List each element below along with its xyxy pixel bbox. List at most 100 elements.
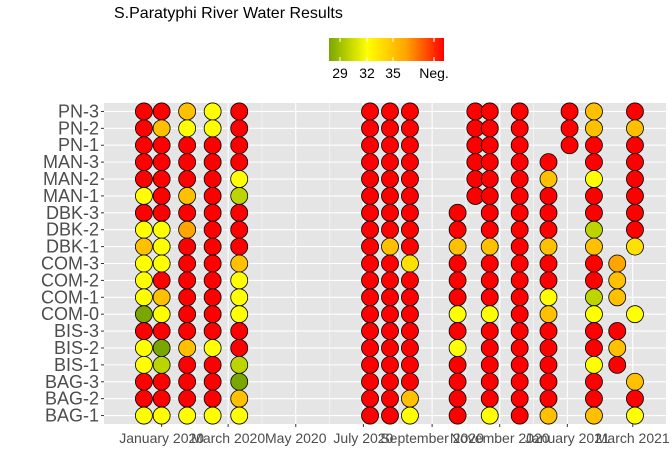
data-point [152, 153, 171, 172]
data-point [539, 187, 558, 205]
data-point [135, 271, 153, 290]
x-tick-label: November 2020 [450, 430, 550, 446]
data-point [178, 271, 197, 290]
data-point [539, 372, 558, 391]
data-point [230, 136, 249, 155]
data-point [152, 305, 171, 324]
data-point [401, 203, 419, 222]
data-point [539, 170, 558, 188]
data-point [152, 339, 171, 357]
data-point [448, 355, 467, 374]
data-point [585, 187, 603, 205]
data-point [448, 288, 467, 307]
data-point [178, 389, 197, 408]
data-point [448, 237, 467, 256]
data-point [178, 406, 197, 425]
legend-label: 29 [332, 65, 348, 81]
data-point [152, 136, 171, 155]
data-point [401, 372, 419, 391]
data-point [448, 389, 467, 408]
data-point [203, 288, 222, 307]
data-point [135, 389, 153, 408]
data-point [361, 271, 379, 290]
x-tick-label: March 2020 [191, 430, 265, 446]
data-point [510, 322, 529, 340]
data-point [152, 102, 171, 121]
data-point [585, 372, 603, 391]
data-point [361, 339, 379, 357]
data-point [401, 406, 419, 425]
data-point [626, 136, 644, 155]
data-point [448, 372, 467, 391]
data-point [539, 203, 558, 222]
data-point [510, 372, 529, 391]
data-point [401, 322, 419, 340]
data-point [361, 102, 379, 121]
data-point [401, 389, 419, 408]
data-point [480, 271, 499, 290]
data-point [585, 271, 603, 290]
data-point [401, 355, 419, 374]
data-point [203, 322, 222, 340]
data-point [203, 372, 222, 391]
data-point [560, 119, 579, 138]
data-point [230, 406, 249, 425]
data-point [152, 355, 171, 374]
legend-label: 32 [359, 65, 375, 81]
data-point [480, 322, 499, 340]
y-tick-label: PN-1 [58, 135, 99, 155]
legend-label: Neg. [419, 65, 449, 81]
data-point [203, 119, 222, 138]
data-point [480, 254, 499, 273]
y-tick-label: BAG-1 [45, 406, 99, 426]
data-point [608, 271, 627, 290]
data-point [448, 254, 467, 273]
data-point [401, 237, 419, 256]
data-point [381, 406, 399, 425]
data-point [585, 322, 603, 340]
legend: 29 32 35 Neg. [329, 38, 449, 81]
data-point [510, 136, 529, 155]
data-point [135, 187, 153, 205]
data-point [178, 322, 197, 340]
data-point [539, 254, 558, 273]
data-point [230, 389, 249, 408]
data-point [381, 153, 399, 172]
data-point [178, 254, 197, 273]
data-point [480, 203, 499, 222]
chart-title: S.Paratyphi River Water Results [114, 5, 343, 22]
data-point [539, 406, 558, 425]
data-point [480, 305, 499, 324]
data-point [448, 220, 467, 239]
data-point [510, 288, 529, 307]
data-point [178, 170, 197, 188]
data-point [361, 119, 379, 138]
data-point [608, 254, 627, 273]
data-point [480, 153, 499, 172]
data-point [135, 288, 153, 307]
data-point [381, 203, 399, 222]
data-point [401, 136, 419, 155]
data-point [585, 170, 603, 188]
data-point [480, 389, 499, 408]
data-point [381, 119, 399, 138]
data-point [626, 372, 644, 391]
data-point [510, 220, 529, 239]
data-point [178, 339, 197, 357]
data-point [585, 406, 603, 425]
data-point [230, 288, 249, 307]
data-point [230, 187, 249, 205]
data-point [203, 305, 222, 324]
data-point [401, 339, 419, 357]
y-tick-label: PN-3 [58, 101, 99, 121]
data-point [178, 372, 197, 391]
data-point [178, 102, 197, 121]
data-points [135, 102, 644, 425]
data-point [539, 237, 558, 256]
data-point [585, 153, 603, 172]
data-point [510, 271, 529, 290]
y-tick-label: BIS-1 [54, 355, 99, 375]
data-point [135, 102, 153, 121]
data-point [510, 305, 529, 324]
